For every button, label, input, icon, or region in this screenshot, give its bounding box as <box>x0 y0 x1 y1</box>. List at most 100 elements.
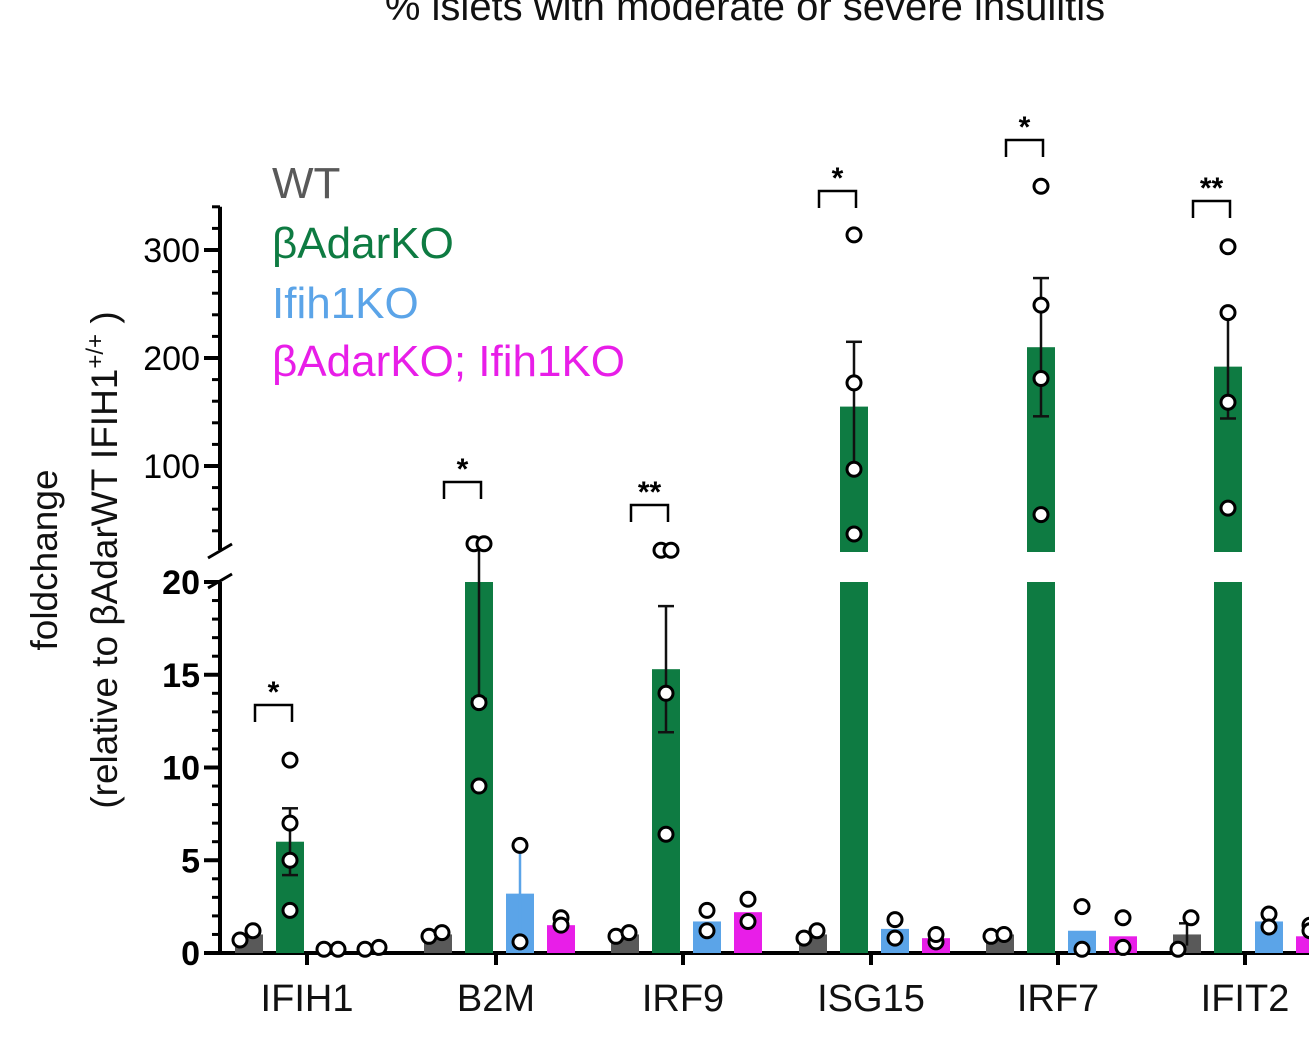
data-point <box>620 924 638 942</box>
data-point <box>657 825 675 843</box>
x-tick-label: B2M <box>457 978 535 1020</box>
y-axis-label: foldchange (relative to βAdarWT IFIH1+/+… <box>24 311 125 808</box>
significance-label: * <box>1019 111 1031 144</box>
data-point <box>329 940 347 958</box>
data-point <box>231 931 249 949</box>
bar <box>1296 936 1309 953</box>
legend-entry: WT <box>272 159 340 208</box>
data-point <box>1301 922 1309 940</box>
significance-bracket <box>817 189 858 208</box>
significance-label: ** <box>1200 172 1224 205</box>
data-point <box>886 911 904 929</box>
data-point <box>281 751 299 769</box>
data-point <box>1032 177 1050 195</box>
data-point <box>845 525 863 543</box>
legend-entry: Ifih1KO <box>272 279 419 328</box>
x-tick-label: IFIH1 <box>261 978 354 1020</box>
significance-label: * <box>268 676 280 709</box>
significance-label: * <box>832 162 844 195</box>
data-point <box>662 541 680 559</box>
y-axis-label-superscript: +/+ <box>82 334 109 369</box>
bar <box>1214 582 1242 953</box>
chart-title: % islets with moderate or severe insulit… <box>385 0 1105 29</box>
y-axis-label-line2: (relative to βAdarWT IFIH1+/+ ) <box>82 311 125 808</box>
significance-bracket <box>442 480 483 499</box>
y-tick-label: 20 <box>162 564 200 602</box>
significance-bracket <box>253 703 294 722</box>
bars <box>235 347 1309 953</box>
legend: WT βAdarKO Ifih1KO βAdarKO; Ifih1KO <box>272 159 625 386</box>
data-point <box>370 938 388 956</box>
data-point <box>927 925 945 943</box>
y-tick-label: 5 <box>181 842 200 880</box>
x-tick-label: IRF9 <box>642 978 724 1020</box>
data-point <box>845 226 863 244</box>
data-point <box>511 933 529 951</box>
significance-brackets: ******** <box>253 111 1232 722</box>
y-axis-label-line1: foldchange <box>24 469 65 650</box>
data-point <box>552 916 570 934</box>
legend-entry: βAdarKO <box>272 219 454 268</box>
data-point <box>1182 909 1200 927</box>
data-point <box>995 925 1013 943</box>
y-tick-label: 15 <box>162 657 200 695</box>
data-point <box>475 535 493 553</box>
data-point <box>657 684 675 702</box>
data-point <box>1114 938 1132 956</box>
data-point <box>739 912 757 930</box>
y-tick-label: 100 <box>143 448 200 486</box>
significance-bracket <box>1004 138 1045 157</box>
bar <box>840 582 868 953</box>
data-point <box>511 836 529 854</box>
data-points <box>231 177 1309 958</box>
data-point <box>795 929 813 947</box>
data-point <box>698 901 716 919</box>
data-point <box>845 460 863 478</box>
data-point <box>470 694 488 712</box>
data-point <box>1114 909 1132 927</box>
data-point <box>1032 370 1050 388</box>
data-point <box>886 929 904 947</box>
data-point <box>1260 918 1278 936</box>
x-tick-label: IRF7 <box>1017 978 1099 1020</box>
y-tick-label: 300 <box>143 232 200 270</box>
axes: 0 5 10 15 20 100 200 300 IFIH1 B2M IRF9 ISG15 IRF7 IF… <box>143 205 1309 1020</box>
data-point <box>808 922 826 940</box>
data-point <box>739 890 757 908</box>
data-point <box>1219 393 1237 411</box>
data-point <box>281 814 299 832</box>
data-point <box>244 922 262 940</box>
bar <box>1027 582 1055 953</box>
data-point <box>1032 296 1050 314</box>
data-point <box>315 940 333 958</box>
y-tick-label: 10 <box>162 750 200 788</box>
y-axis-label-main: (relative to βAdarWT IFIH1 <box>84 369 125 809</box>
y-axis-label-close: ) <box>84 311 125 334</box>
data-point <box>1219 304 1237 322</box>
significance-label: ** <box>638 476 662 509</box>
significance-label: * <box>457 453 469 486</box>
data-point <box>1032 506 1050 524</box>
data-point <box>1073 898 1091 916</box>
x-tick-label: IFIT2 <box>1201 978 1290 1020</box>
x-tick-label: ISG15 <box>817 978 925 1020</box>
y-tick-label: 0 <box>181 935 200 973</box>
y-tick-label: 200 <box>143 340 200 378</box>
data-point <box>356 940 374 958</box>
data-point <box>470 777 488 795</box>
data-point <box>1219 238 1237 256</box>
data-point <box>1073 940 1091 958</box>
data-point <box>698 922 716 940</box>
data-point <box>845 374 863 392</box>
data-point <box>281 901 299 919</box>
data-point <box>281 851 299 869</box>
data-point <box>1219 499 1237 517</box>
data-point <box>1169 940 1187 958</box>
significance-bracket <box>629 503 670 522</box>
axis-break-mark <box>207 542 233 560</box>
data-point <box>433 924 451 942</box>
legend-entry: βAdarKO; Ifih1KO <box>272 337 625 386</box>
significance-bracket <box>1191 199 1232 218</box>
